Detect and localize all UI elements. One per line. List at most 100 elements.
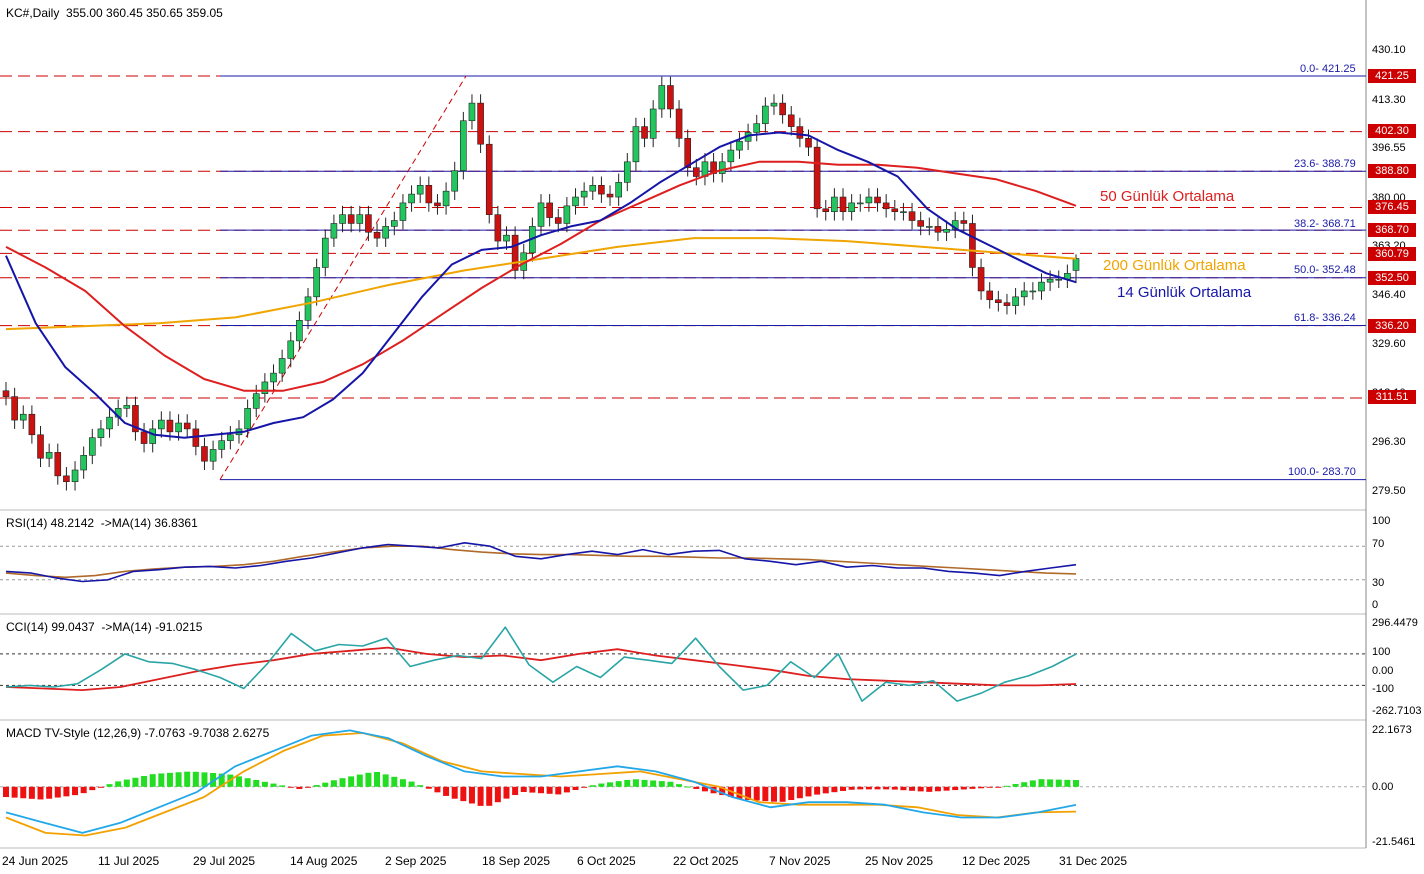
candle-body	[1055, 278, 1063, 281]
macd-histogram-bar	[382, 774, 389, 787]
candle-body	[727, 149, 735, 163]
candle-body	[339, 214, 346, 224]
candle-body	[313, 267, 320, 298]
macd-histogram-bar	[986, 786, 993, 788]
cci-tick: -100	[1372, 683, 1395, 695]
macd-histogram-bar	[1012, 784, 1019, 787]
fib-trend-line	[219, 75, 467, 480]
candle-body	[943, 229, 950, 233]
macd-histogram-bar	[857, 786, 864, 790]
macd-histogram-bar	[641, 779, 648, 787]
date-tick: 18 Sep 2025	[482, 854, 551, 868]
macd-histogram-bar	[218, 773, 225, 787]
macd-histogram-bar	[460, 786, 467, 802]
candle-body	[451, 170, 459, 192]
macd-histogram-bar	[391, 776, 398, 787]
candle-body	[684, 138, 691, 168]
macd-histogram-bar	[330, 780, 337, 787]
macd-histogram-bar	[805, 786, 812, 797]
macd-histogram-bar	[529, 786, 536, 793]
macd-histogram-bar	[184, 771, 191, 787]
candle-body	[321, 237, 329, 268]
candle-body	[563, 205, 571, 224]
macd-histogram-bar	[909, 786, 916, 791]
candle-body	[106, 416, 113, 430]
macd-histogram-bar	[796, 786, 803, 799]
macd-histogram-bar	[72, 786, 79, 796]
candle-body	[908, 211, 916, 221]
macd-histogram-bar	[978, 786, 985, 789]
macd-histogram-bar	[822, 786, 829, 794]
macd-histogram-bar	[11, 786, 18, 798]
macd-histogram-bar	[1021, 782, 1028, 787]
candle-body	[391, 220, 398, 227]
candle-body	[442, 190, 450, 207]
macd-signal-line	[5, 732, 1077, 837]
candle-body	[287, 340, 295, 359]
price-tag: 421.25	[1368, 69, 1416, 83]
date-tick: 2 Sep 2025	[385, 854, 447, 868]
macd-tick: 22.1673	[1372, 724, 1412, 736]
candle-body	[37, 434, 44, 459]
macd-histogram-bar	[512, 786, 519, 796]
date-tick: 14 Aug 2025	[290, 854, 358, 868]
candle-body	[88, 437, 96, 456]
candle-body	[304, 296, 312, 321]
ma200-annotation: 200 Günlük Ortalama	[1103, 257, 1246, 274]
candle-body	[718, 161, 726, 174]
macd-histogram-bar	[89, 786, 96, 791]
candle-body	[537, 202, 545, 227]
candle-body	[408, 193, 415, 204]
macd-histogram-bar	[926, 786, 933, 792]
macd-histogram-bar	[770, 786, 777, 802]
macd-tick: -21.5461	[1372, 836, 1416, 848]
candle-body	[460, 120, 467, 171]
candle-body	[11, 396, 18, 421]
candle-body	[649, 108, 657, 139]
candle-body	[839, 196, 847, 213]
candle-body	[261, 381, 269, 394]
candle-body	[969, 223, 976, 268]
price-tag: 311.51	[1368, 390, 1416, 404]
macd-histogram-bar	[399, 779, 406, 787]
candle-body	[926, 226, 933, 228]
candle-body	[503, 234, 510, 242]
macd-histogram-bar	[356, 774, 363, 787]
macd-histogram-bar	[667, 781, 674, 787]
macd-histogram-bar	[408, 781, 415, 787]
symbol-info: KC#,Daily 355.00 360.45 350.65 359.05	[6, 6, 223, 20]
price-tag: 360.79	[1368, 247, 1416, 261]
macd-histogram-bar	[244, 778, 251, 787]
macd-histogram-bar	[719, 786, 726, 796]
candle-body	[140, 431, 148, 444]
candle-body	[28, 413, 36, 436]
macd-histogram-bar	[615, 781, 622, 787]
candle-body	[183, 422, 191, 430]
candle-body	[365, 214, 372, 233]
price-tick: 396.55	[1372, 142, 1406, 154]
price-tick: 413.30	[1372, 94, 1406, 106]
cci-label: CCI(14) 99.0437 ->MA(14) -91.0215	[6, 620, 203, 634]
macd-histogram-bar	[451, 786, 458, 799]
macd-histogram-bar	[555, 786, 562, 795]
candle-body	[166, 419, 174, 433]
candle-body	[296, 320, 303, 342]
candle-body	[511, 234, 519, 271]
candle-body	[787, 114, 795, 127]
macd-histogram-bar	[235, 776, 242, 787]
ma14-annotation: 14 Günlük Ortalama	[1117, 284, 1252, 301]
macd-histogram-bar	[132, 777, 139, 787]
candle-body	[123, 405, 131, 409]
candle-body	[641, 126, 648, 139]
macd-histogram-bar	[1047, 779, 1054, 787]
candle-body	[71, 469, 79, 483]
candle-body	[882, 202, 890, 210]
candle-body	[227, 434, 234, 441]
macd-histogram-bar	[158, 773, 165, 787]
candle-body	[330, 223, 338, 239]
macd-histogram-bar	[1064, 779, 1071, 787]
candle-body	[1038, 281, 1045, 292]
price-tick: 430.10	[1372, 44, 1406, 56]
candle-body	[63, 475, 70, 483]
